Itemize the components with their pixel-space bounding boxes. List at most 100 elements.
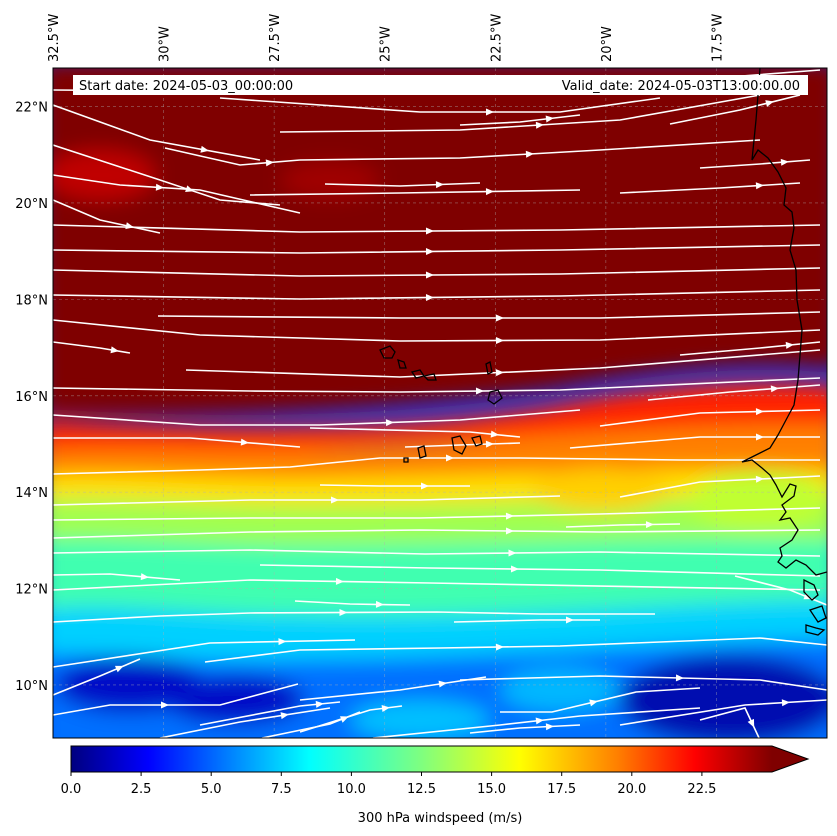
lon-tick-label: 17.5°W — [710, 14, 725, 62]
lat-tick-label: 20°N — [15, 197, 48, 212]
streamline — [53, 437, 301, 448]
streamline — [599, 409, 821, 427]
streamline — [619, 475, 821, 498]
streamline-arrow — [780, 158, 789, 166]
streamline-arrow — [161, 701, 169, 709]
colorbar-label: 300 hPa windspeed (m/s) — [358, 811, 523, 826]
streamline — [53, 409, 581, 426]
streamline-arrow — [545, 723, 554, 731]
streamline-arrow — [545, 115, 554, 123]
streamline-arrow — [770, 385, 779, 393]
streamline-arrow — [140, 573, 149, 581]
streamline-arrow — [240, 438, 249, 446]
colorbar-ticks: 0.0 2.5 5.0 7.5 10.0 12.5 15.0 17.5 20.0 22.5 — [61, 772, 716, 797]
colorbar-outline — [70, 745, 810, 773]
streamline-arrow — [755, 475, 764, 483]
streamline — [309, 427, 521, 438]
streamline — [53, 529, 821, 539]
streamline-arrow — [496, 314, 504, 322]
streamline-arrow — [425, 227, 434, 235]
lat-tick-label: 16°N — [15, 390, 48, 405]
colorbar-extend-arrow — [772, 746, 808, 772]
streamline — [53, 377, 821, 393]
map-frame — [52, 67, 828, 739]
lat-tick-label: 18°N — [15, 293, 48, 308]
streamline — [53, 224, 821, 233]
streamline-arrow — [425, 248, 434, 256]
streamline-arrow — [280, 712, 289, 720]
colorbar-tick-label: 17.5 — [547, 782, 576, 797]
streamline — [299, 676, 487, 701]
streamline-arrow — [486, 108, 494, 116]
lat-tick-label: 22°N — [15, 101, 48, 116]
lon-tick-label: 20°W — [600, 26, 615, 62]
streamline — [669, 94, 801, 125]
streamline — [53, 579, 821, 591]
streamline — [699, 159, 811, 169]
lat-tick-label: 14°N — [15, 486, 48, 501]
streamline — [647, 384, 821, 401]
lat-tick-label: 12°N — [15, 583, 48, 598]
streamline — [469, 724, 581, 734]
streamline-arrow — [755, 408, 764, 416]
streamline-arrow — [495, 337, 504, 345]
streamline — [53, 341, 131, 354]
streamline — [53, 573, 181, 581]
streamline — [565, 523, 681, 528]
streamline-arrow — [435, 181, 444, 189]
streamline-arrow — [505, 527, 514, 535]
streamline — [53, 289, 821, 300]
colorbar-tick-label: 0.0 — [61, 782, 82, 797]
streamline-arrow — [335, 577, 344, 585]
streamline-arrow — [475, 387, 484, 395]
streamline-arrow — [265, 159, 274, 167]
streamline — [261, 711, 361, 738]
lon-tick-label: 25°W — [379, 26, 394, 62]
streamline — [164, 147, 301, 166]
colorbar-tick-label: 20.0 — [617, 782, 646, 797]
streamline — [324, 182, 481, 187]
streamline — [53, 104, 261, 161]
longitude-labels: 32.5°W 30°W 27.5°W 25°W 22.5°W 20°W 17.5°W — [47, 14, 725, 62]
streamline — [459, 675, 827, 691]
streamline-arrow — [114, 665, 124, 673]
streamline — [219, 97, 661, 113]
streamline — [53, 244, 821, 254]
streamline-arrow — [485, 188, 494, 196]
streamline-arrow — [510, 565, 519, 573]
streamline — [259, 564, 821, 577]
latitude-labels: 22°N 20°N 18°N 16°N 14°N 12°N 10°N — [15, 101, 48, 694]
colorbar-tick-label: 5.0 — [201, 782, 222, 797]
colorbar-tick-label: 15.0 — [477, 782, 506, 797]
date-info-box — [73, 75, 808, 95]
streamline — [53, 457, 820, 475]
streamline — [53, 658, 141, 696]
windspeed-field — [53, 68, 827, 738]
streamline-arrow — [385, 419, 394, 427]
streamline-arrow — [315, 700, 324, 708]
streamline-arrow — [785, 341, 794, 349]
lon-tick-label: 32.5°W — [47, 14, 62, 62]
colorbar-tick-label: 22.5 — [687, 782, 716, 797]
streamline — [734, 575, 827, 606]
lat-tick-label: 10°N — [15, 679, 48, 694]
streamline — [53, 495, 561, 506]
streamline — [372, 707, 701, 738]
streamline — [53, 144, 281, 206]
colorbar-tick-label: 12.5 — [407, 782, 436, 797]
start-date-label: Start date: 2024-05-03_00:00:00 — [79, 79, 293, 94]
streamline-arrow — [781, 699, 790, 707]
streamline — [53, 199, 161, 234]
streamline — [53, 639, 356, 668]
streamline — [459, 114, 581, 126]
coastline — [379, 68, 827, 636]
streamline — [569, 436, 820, 449]
streamline-arrow — [645, 521, 654, 529]
streamline-arrow — [278, 638, 287, 646]
streamline-arrow — [425, 271, 434, 279]
streamline-arrow — [381, 705, 390, 712]
streamline-arrow — [566, 616, 574, 624]
streamline-arrow — [535, 121, 544, 129]
colorbar: 0.0 2.5 5.0 7.5 10.0 12.5 15.0 17.5 20.0 22.5 300… — [61, 745, 810, 826]
streamline-arrow — [589, 699, 598, 707]
